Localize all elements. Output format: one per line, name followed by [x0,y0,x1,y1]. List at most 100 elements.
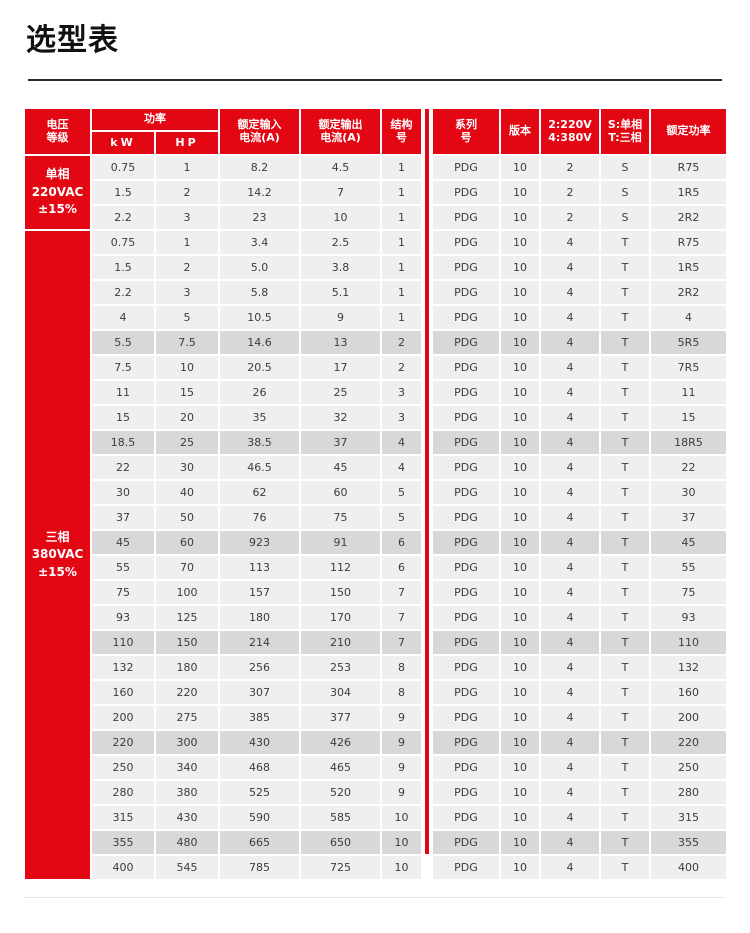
cell-output-current: 112 [301,556,380,579]
cell-hp: 60 [156,531,218,554]
cell-input-current: 35 [220,406,299,429]
cell-output-current: 32 [301,406,380,429]
cell-voltage-code: 4 [541,331,599,354]
cell-phase-code: T [601,781,649,804]
cell-output-current: 170 [301,606,380,629]
cell-series: PDG [433,656,499,679]
cell-kw: 7.5 [92,356,154,379]
cell-version: 10 [501,581,539,604]
cell-input-current: 8.2 [220,156,299,179]
cell-output-current: 37 [301,431,380,454]
cell-phase-code: T [601,281,649,304]
cell-voltage-code: 4 [541,306,599,329]
cell-phase-code: T [601,356,649,379]
cell-power-code: R75 [651,156,726,179]
cell-kw: 355 [92,831,154,854]
cell-series: PDG [433,306,499,329]
voltage-group-label: 单相 220VAC ±15% [25,156,90,229]
cell-power-code: 280 [651,781,726,804]
cell-voltage-code: 4 [541,556,599,579]
cell-power-code: 160 [651,681,726,704]
cell-output-current: 5.1 [301,281,380,304]
cell-frame-number: 7 [382,631,421,654]
cell-version: 10 [501,256,539,279]
cell-voltage-code: 4 [541,456,599,479]
cell-voltage-code: 4 [541,356,599,379]
cell-output-current: 426 [301,731,380,754]
cell-input-current: 785 [220,856,299,879]
cell-hp: 300 [156,731,218,754]
cell-phase-code: S [601,181,649,204]
cell-frame-number: 2 [382,356,421,379]
cell-frame-number: 1 [382,256,421,279]
cell-power-code: 7R5 [651,356,726,379]
cell-power-code: 55 [651,556,726,579]
cell-voltage-code: 4 [541,731,599,754]
cell-series: PDG [433,806,499,829]
header-voltage-code: 2:220V 4:380V [541,109,599,154]
cell-series: PDG [433,506,499,529]
cell-hp: 1 [156,156,218,179]
cell-kw: 250 [92,756,154,779]
cell-voltage-code: 4 [541,431,599,454]
cell-voltage-code: 4 [541,606,599,629]
cell-hp: 480 [156,831,218,854]
cell-frame-number: 7 [382,581,421,604]
cell-voltage-code: 4 [541,281,599,304]
cell-version: 10 [501,731,539,754]
cell-version: 10 [501,531,539,554]
cell-power-code: 1R5 [651,181,726,204]
cell-hp: 125 [156,606,218,629]
cell-hp: 220 [156,681,218,704]
cell-power-code: 45 [651,531,726,554]
cell-voltage-code: 4 [541,231,599,254]
cell-frame-number: 9 [382,731,421,754]
cell-phase-code: T [601,506,649,529]
cell-version: 10 [501,656,539,679]
cell-power-code: R75 [651,231,726,254]
cell-phase-code: T [601,656,649,679]
voltage-group-label: 三相 380VAC ±15% [25,231,90,879]
cell-voltage-code: 4 [541,381,599,404]
cell-version: 10 [501,431,539,454]
cell-phase-code: T [601,756,649,779]
cell-output-current: 25 [301,381,380,404]
cell-kw: 220 [92,731,154,754]
cell-version: 10 [501,206,539,229]
cell-frame-number: 9 [382,706,421,729]
cell-hp: 2 [156,256,218,279]
cell-phase-code: T [601,456,649,479]
cell-hp: 150 [156,631,218,654]
cell-hp: 70 [156,556,218,579]
cell-kw: 2.2 [92,281,154,304]
cell-input-current: 157 [220,581,299,604]
header-power-group: 功率 [92,109,218,130]
cell-input-current: 10.5 [220,306,299,329]
cell-hp: 380 [156,781,218,804]
cell-output-current: 253 [301,656,380,679]
cell-power-code: 11 [651,381,726,404]
cell-output-current: 377 [301,706,380,729]
cell-output-current: 585 [301,806,380,829]
cell-voltage-code: 4 [541,856,599,879]
cell-input-current: 590 [220,806,299,829]
cell-voltage-code: 4 [541,631,599,654]
header-output-current: 额定输出 电流(A) [301,109,380,154]
cell-voltage-code: 4 [541,481,599,504]
cell-kw: 4 [92,306,154,329]
cell-frame-number: 1 [382,206,421,229]
cell-input-current: 20.5 [220,356,299,379]
cell-kw: 93 [92,606,154,629]
cell-series: PDG [433,381,499,404]
cell-kw: 1.5 [92,256,154,279]
cell-frame-number: 9 [382,756,421,779]
selection-table: 电压 等级 功率 kW HP 额定输入 电流(A) 额定输出 电流(A) 结构 … [25,109,726,879]
cell-voltage-code: 4 [541,406,599,429]
cell-version: 10 [501,856,539,879]
cell-power-code: 220 [651,731,726,754]
cell-frame-number: 5 [382,481,421,504]
cell-series: PDG [433,256,499,279]
page-bottom-rule [25,897,725,898]
cell-power-code: 132 [651,656,726,679]
cell-kw: 400 [92,856,154,879]
